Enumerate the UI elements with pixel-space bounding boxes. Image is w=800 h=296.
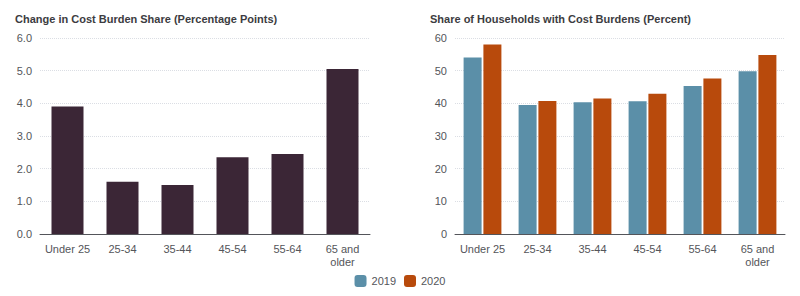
svg-text:0: 0 bbox=[441, 228, 447, 240]
svg-text:65 and: 65 and bbox=[741, 243, 775, 255]
svg-text:40: 40 bbox=[435, 97, 447, 109]
svg-text:older: older bbox=[745, 256, 770, 268]
svg-text:3.0: 3.0 bbox=[17, 130, 32, 142]
svg-text:20: 20 bbox=[435, 163, 447, 175]
svg-text:2019: 2019 bbox=[372, 275, 396, 287]
svg-text:55-64: 55-64 bbox=[273, 243, 301, 255]
svg-text:35-44: 35-44 bbox=[578, 243, 606, 255]
svg-text:Change in Cost Burden Share (P: Change in Cost Burden Share (Percentage … bbox=[15, 13, 278, 25]
svg-text:30: 30 bbox=[435, 130, 447, 142]
svg-text:1.0: 1.0 bbox=[17, 195, 32, 207]
svg-text:45-54: 45-54 bbox=[218, 243, 246, 255]
svg-text:5.0: 5.0 bbox=[17, 65, 32, 77]
svg-text:2020: 2020 bbox=[421, 275, 445, 287]
svg-text:Under 25: Under 25 bbox=[45, 243, 90, 255]
svg-text:6.0: 6.0 bbox=[17, 32, 32, 44]
svg-text:2.0: 2.0 bbox=[17, 163, 32, 175]
svg-text:older: older bbox=[330, 256, 355, 268]
svg-text:10: 10 bbox=[435, 195, 447, 207]
svg-text:65 and: 65 and bbox=[326, 243, 360, 255]
svg-text:0.0: 0.0 bbox=[17, 228, 32, 240]
svg-text:60: 60 bbox=[435, 32, 447, 44]
svg-text:Share of Households with Cost: Share of Households with Cost Burdens (P… bbox=[430, 13, 691, 25]
svg-text:50: 50 bbox=[435, 65, 447, 77]
svg-text:55-64: 55-64 bbox=[688, 243, 716, 255]
svg-text:45-54: 45-54 bbox=[633, 243, 661, 255]
svg-text:35-44: 35-44 bbox=[163, 243, 191, 255]
svg-text:25-34: 25-34 bbox=[523, 243, 551, 255]
svg-text:4.0: 4.0 bbox=[17, 97, 32, 109]
svg-text:25-34: 25-34 bbox=[108, 243, 136, 255]
svg-text:Under 25: Under 25 bbox=[460, 243, 505, 255]
